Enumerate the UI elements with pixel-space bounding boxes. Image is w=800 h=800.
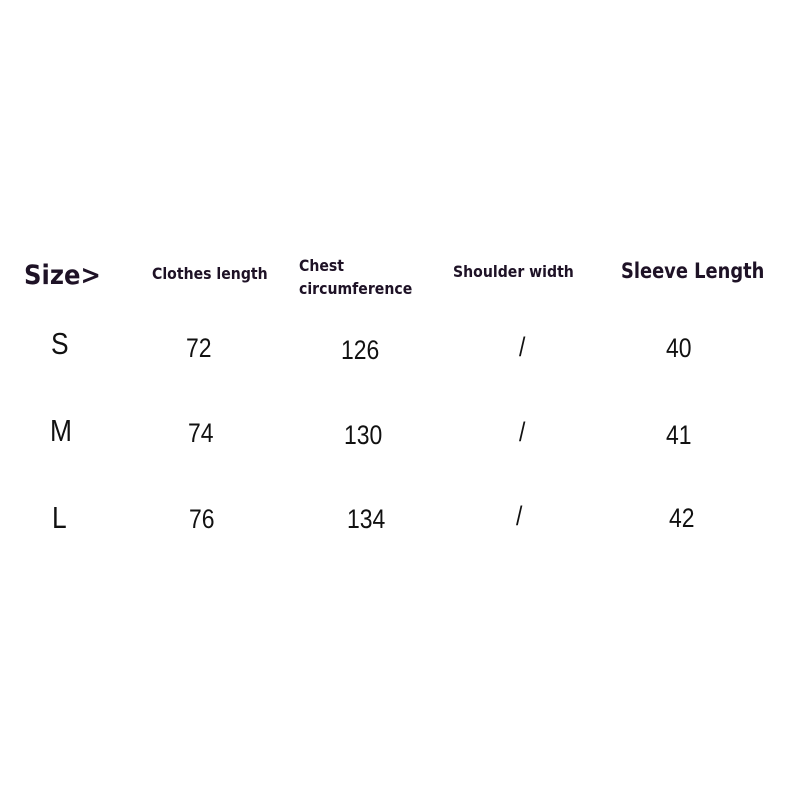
header-sleeve-length: Sleeve Length [621, 259, 765, 283]
cell-shoulder: / [519, 417, 526, 447]
cell-chest: 134 [347, 504, 386, 534]
header-chest-line1: Chest [299, 256, 345, 275]
header-chest-line2: circumference [299, 279, 413, 298]
cell-shoulder: / [519, 332, 526, 362]
cell-chest: 126 [341, 335, 380, 365]
cell-sleeve: 40 [666, 333, 692, 363]
cell-size: M [50, 413, 72, 448]
cell-shoulder: / [516, 501, 523, 531]
header-shoulder-width: Shoulder width [453, 262, 574, 281]
cell-clothes-length: 74 [188, 418, 214, 448]
cell-sleeve: 41 [666, 420, 692, 450]
cell-clothes-length: 76 [189, 504, 215, 534]
header-size: Size> [24, 260, 101, 291]
cell-size: L [52, 500, 67, 535]
header-clothes-length: Clothes length [152, 264, 268, 283]
cell-sleeve: 42 [669, 503, 695, 533]
cell-size: S [51, 326, 69, 361]
cell-chest: 130 [344, 420, 383, 450]
cell-clothes-length: 72 [186, 333, 212, 363]
